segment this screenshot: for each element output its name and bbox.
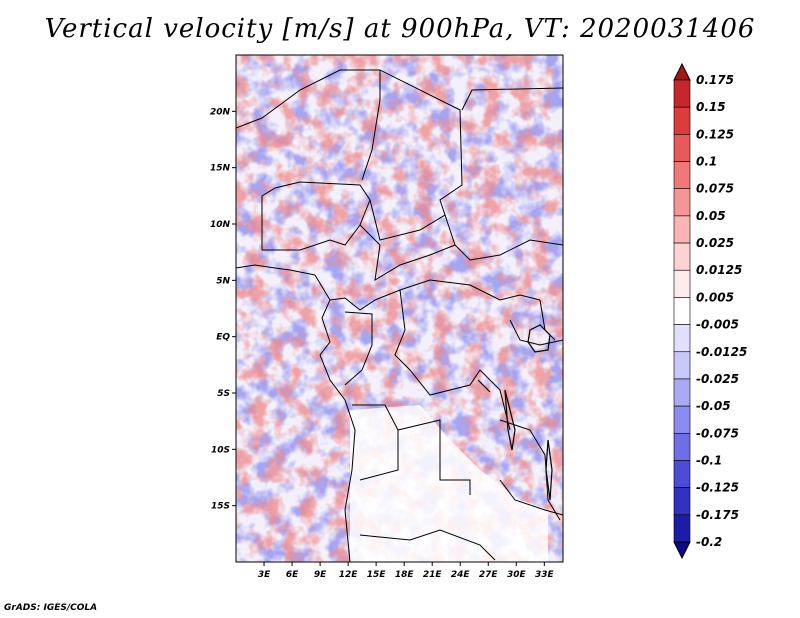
colorbar-segment (673, 324, 691, 353)
colorbar-segment (673, 215, 691, 244)
lon-label: 30E (507, 570, 527, 580)
latitude-axis: 20N 15N 10N 5N EQ 5S 10S 15S (210, 107, 236, 512)
colorbar-segment (673, 79, 691, 108)
velocity-field (236, 55, 563, 562)
colorbar-segment (673, 378, 691, 407)
colorbar-segment (673, 161, 691, 190)
colorbar-label: -0.175 (696, 508, 739, 522)
colorbar-label: 0.0125 (696, 263, 742, 277)
colorbar-segment (673, 297, 691, 325)
lat-label: 5N (216, 276, 230, 286)
colorbar-label: -0.0125 (696, 345, 747, 359)
lat-label: 5S (217, 389, 230, 399)
lon-label: 33E (535, 570, 555, 580)
chart-title: Vertical velocity [m/s] at 900hPa, VT: 2… (44, 14, 756, 44)
colorbar-segment (673, 188, 691, 217)
colorbar-segment (673, 269, 691, 298)
colorbar-bottom-arrow (673, 541, 691, 560)
lon-label: 21E (423, 570, 443, 580)
colorbar-segment (673, 460, 691, 488)
colorbar-label: -0.025 (696, 372, 739, 386)
lakes (477, 324, 553, 501)
map-frame (235, 54, 564, 563)
lon-label: 15E (367, 570, 387, 580)
colorbar-label: 0.125 (696, 127, 734, 141)
colorbar-label: -0.2 (696, 535, 722, 549)
colorbar-label: -0.05 (696, 399, 731, 413)
colorbar-top-arrow (673, 62, 691, 81)
colorbar-label: 0.15 (696, 100, 726, 114)
colorbar-label: -0.005 (696, 318, 739, 332)
longitude-axis: 3E 6E 9E 12E 15E 18E 21E 24E 27E 30E 33E (258, 562, 555, 580)
colorbar-label: -0.1 (696, 453, 722, 467)
lon-label: 12E (339, 570, 359, 580)
lat-label: 10S (211, 445, 230, 455)
lon-label: 18E (395, 570, 415, 580)
colorbar-segment (673, 134, 691, 162)
colorbar-label: 0.05 (696, 209, 726, 223)
colorbar-label: -0.125 (696, 481, 739, 495)
lon-label: 3E (258, 570, 271, 580)
colorbar-label: 0.175 (696, 73, 734, 87)
colorbar-label: 0.025 (696, 236, 734, 250)
colorbar-segment (673, 351, 691, 380)
lon-label: 9E (314, 570, 327, 580)
colorbar-label: 0.005 (696, 290, 734, 304)
colorbar-label: 0.075 (696, 182, 734, 196)
lat-label: 20N (210, 107, 231, 117)
lat-label: 15N (210, 164, 231, 174)
colorbar-segment (673, 405, 691, 434)
lon-label: 6E (286, 570, 299, 580)
colorbar-segment (673, 487, 691, 516)
colorbar-segment (673, 106, 691, 135)
colorbar: 0.175 0.15 0.125 0.1 0.075 0.05 0.025 0.0125 0.0… (673, 62, 747, 560)
lat-label: 10N (210, 220, 231, 230)
lon-label: 27E (479, 570, 499, 580)
lat-label: EQ (216, 333, 230, 343)
lon-label: 24E (451, 570, 471, 580)
colorbar-segment (673, 242, 691, 271)
colorbar-segment (673, 514, 691, 543)
country-borders (236, 69, 563, 562)
grads-credit: GrADS: IGES/COLA (4, 603, 98, 613)
colorbar-label: 0.1 (696, 155, 717, 169)
colorbar-segment (673, 432, 691, 461)
colorbar-label: -0.075 (696, 426, 739, 440)
lat-label: 15S (211, 502, 230, 512)
